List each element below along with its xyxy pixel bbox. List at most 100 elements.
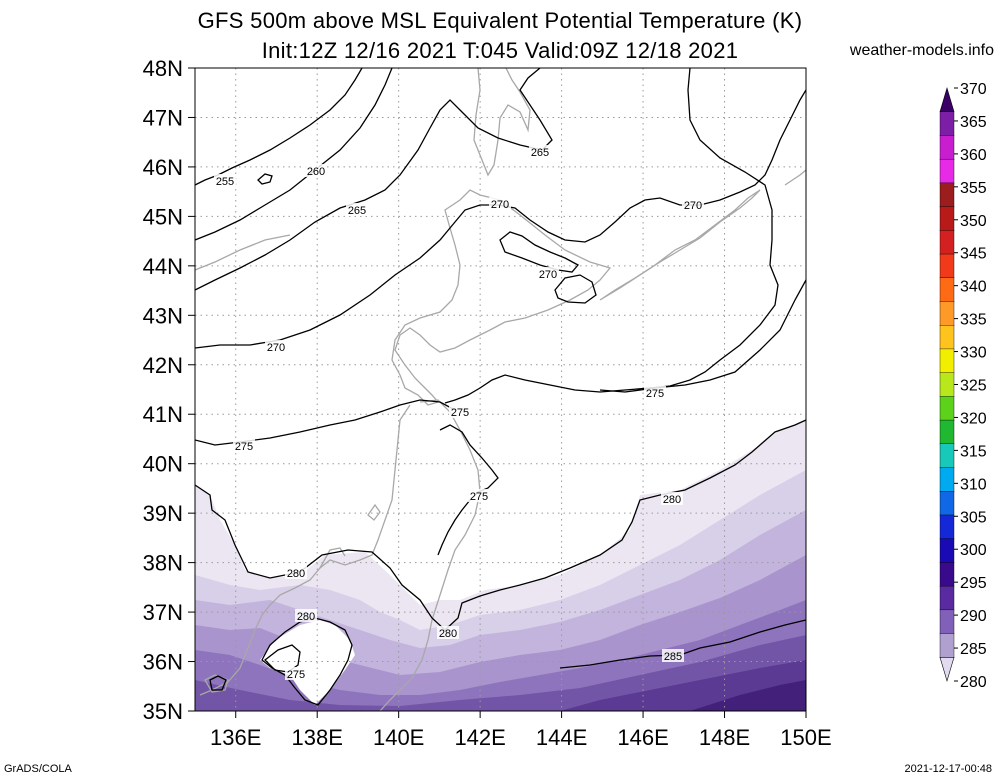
latitude-label: 41N: [143, 402, 183, 427]
contour-label-bg: [662, 649, 684, 662]
colorbar-label: 300: [960, 542, 987, 559]
contour-label: 270: [267, 342, 285, 354]
contour-label-bg: [346, 203, 368, 216]
latitude-label: 38N: [143, 551, 183, 576]
contour-label-bg: [214, 174, 236, 187]
longitude-label: 146E: [617, 725, 668, 750]
contour-label: 275: [287, 669, 305, 681]
coastlines: [195, 68, 806, 711]
contour-label: 270: [539, 269, 557, 281]
sado-coast: [367, 503, 381, 521]
colorbar-bottom-arrow: [939, 656, 955, 683]
primorye-coast: [195, 234, 291, 271]
contour-label: 275: [235, 441, 253, 453]
contour-label: 275: [470, 491, 488, 503]
colorbar-swatch: [939, 230, 955, 255]
colorbar-label: 340: [960, 279, 987, 296]
colorbar-swatch: [939, 633, 955, 658]
contour-255: [195, 68, 363, 186]
colorbar-swatch: [939, 585, 955, 611]
latitude-label: 42N: [143, 353, 183, 378]
contour-lines: [195, 68, 806, 706]
colorbar-label: 350: [960, 213, 987, 230]
map-title: GFS 500m above MSL Equivalent Potential …: [197, 8, 803, 33]
colorbar-top-arrow: [939, 86, 955, 113]
contour-label-bg: [437, 626, 459, 639]
colorbar-swatch: [939, 111, 955, 137]
contour-label-bg: [537, 267, 559, 280]
colorbar-swatch: [939, 609, 955, 635]
contour-label-bg: [529, 145, 551, 158]
latitude-label: 43N: [143, 303, 183, 328]
latitude-labels: 48N 47N 46N 45N 44N 43N 42N 41N 40N 39N 38N 37N 36N 3…: [143, 56, 195, 724]
contour-270-east: [444, 68, 779, 404]
contour-label: 280: [663, 494, 681, 506]
kyushu-coast: [204, 674, 229, 693]
colorbar-label: 325: [960, 378, 987, 395]
contour-label-bg: [644, 386, 666, 399]
colorbar-swatch: [939, 396, 955, 421]
footer-timestamp: 2021-12-17-00:48: [904, 763, 992, 775]
eastern-island-coast: [784, 169, 806, 186]
contour-275-honshu-inner: [264, 644, 301, 673]
longitude-label: 140E: [373, 725, 424, 750]
colorbar-swatch: [939, 491, 955, 516]
colorbar-label: 345: [960, 246, 987, 263]
honshu-north-coast: [379, 399, 481, 711]
shade-band-8: [690, 680, 806, 711]
latitude-label: 45N: [143, 204, 183, 229]
colorbar-swatch: [939, 277, 955, 303]
colorbar-swatch: [939, 182, 955, 208]
colorbar-label: 290: [960, 608, 987, 625]
colorbar-label: 360: [960, 147, 987, 164]
contour-255-loop: [257, 173, 273, 185]
contour-label: 255: [216, 176, 234, 188]
contour-label: 265: [531, 147, 549, 159]
latitude-label: 37N: [143, 600, 183, 625]
colorbar-label: 370: [960, 81, 987, 98]
colorbar-label: 320: [960, 410, 987, 427]
colorbar-swatch: [939, 514, 955, 540]
hokkaido-coast: [391, 189, 612, 406]
kurils-coast: [599, 189, 761, 301]
latitude-label: 40N: [143, 452, 183, 477]
colorbar-swatch: [939, 135, 955, 160]
contour-label: 270: [684, 200, 702, 212]
longitude-label: 148E: [699, 725, 750, 750]
contour-label: 260: [307, 166, 325, 178]
colorbar-swatch: [939, 301, 955, 326]
longitude-label: 136E: [210, 725, 261, 750]
latitude-label: 47N: [143, 105, 183, 130]
colorbar-swatch: [939, 253, 955, 279]
contour-label-bg: [295, 609, 317, 622]
contour-label-bg: [305, 164, 327, 177]
contour-275-east: [599, 279, 806, 393]
contour-label-bg: [682, 198, 704, 211]
latitude-label: 35N: [143, 699, 183, 724]
contour-label-bg: [265, 340, 287, 353]
colorbar-swatch: [939, 467, 955, 492]
contour-label: 280: [287, 568, 305, 580]
longitude-label: 150E: [780, 725, 831, 750]
contour-label: 280: [439, 628, 457, 640]
colorbar-label: 280: [960, 674, 987, 691]
contour-275-honshu: [437, 424, 499, 556]
contour-280: [195, 419, 806, 631]
latitude-label: 46N: [143, 155, 183, 180]
plot-frame: [194, 67, 807, 712]
colorbar-label: 355: [960, 180, 987, 197]
contour-265: [195, 68, 553, 291]
longitude-label: 142E: [454, 725, 505, 750]
colorbar: 370 365 360 355 350 345 340 335 330 325 320 315 310 3…: [939, 81, 987, 691]
noto-coast: [319, 547, 346, 569]
colorbar-label: 315: [960, 443, 987, 460]
map-subtitle: Init:12Z 12/16 2021 T:045 Valid:09Z 12/1…: [261, 38, 739, 63]
contour-label-bg: [285, 566, 307, 579]
contour-label: 280: [297, 611, 315, 623]
contour-label: 265: [348, 205, 366, 217]
colorbar-label: 330: [960, 345, 987, 362]
colorbar-swatch: [939, 372, 955, 398]
colorbar-label: 295: [960, 575, 987, 592]
colorbar-label: 305: [960, 509, 987, 526]
colorbar-label: 310: [960, 476, 987, 493]
